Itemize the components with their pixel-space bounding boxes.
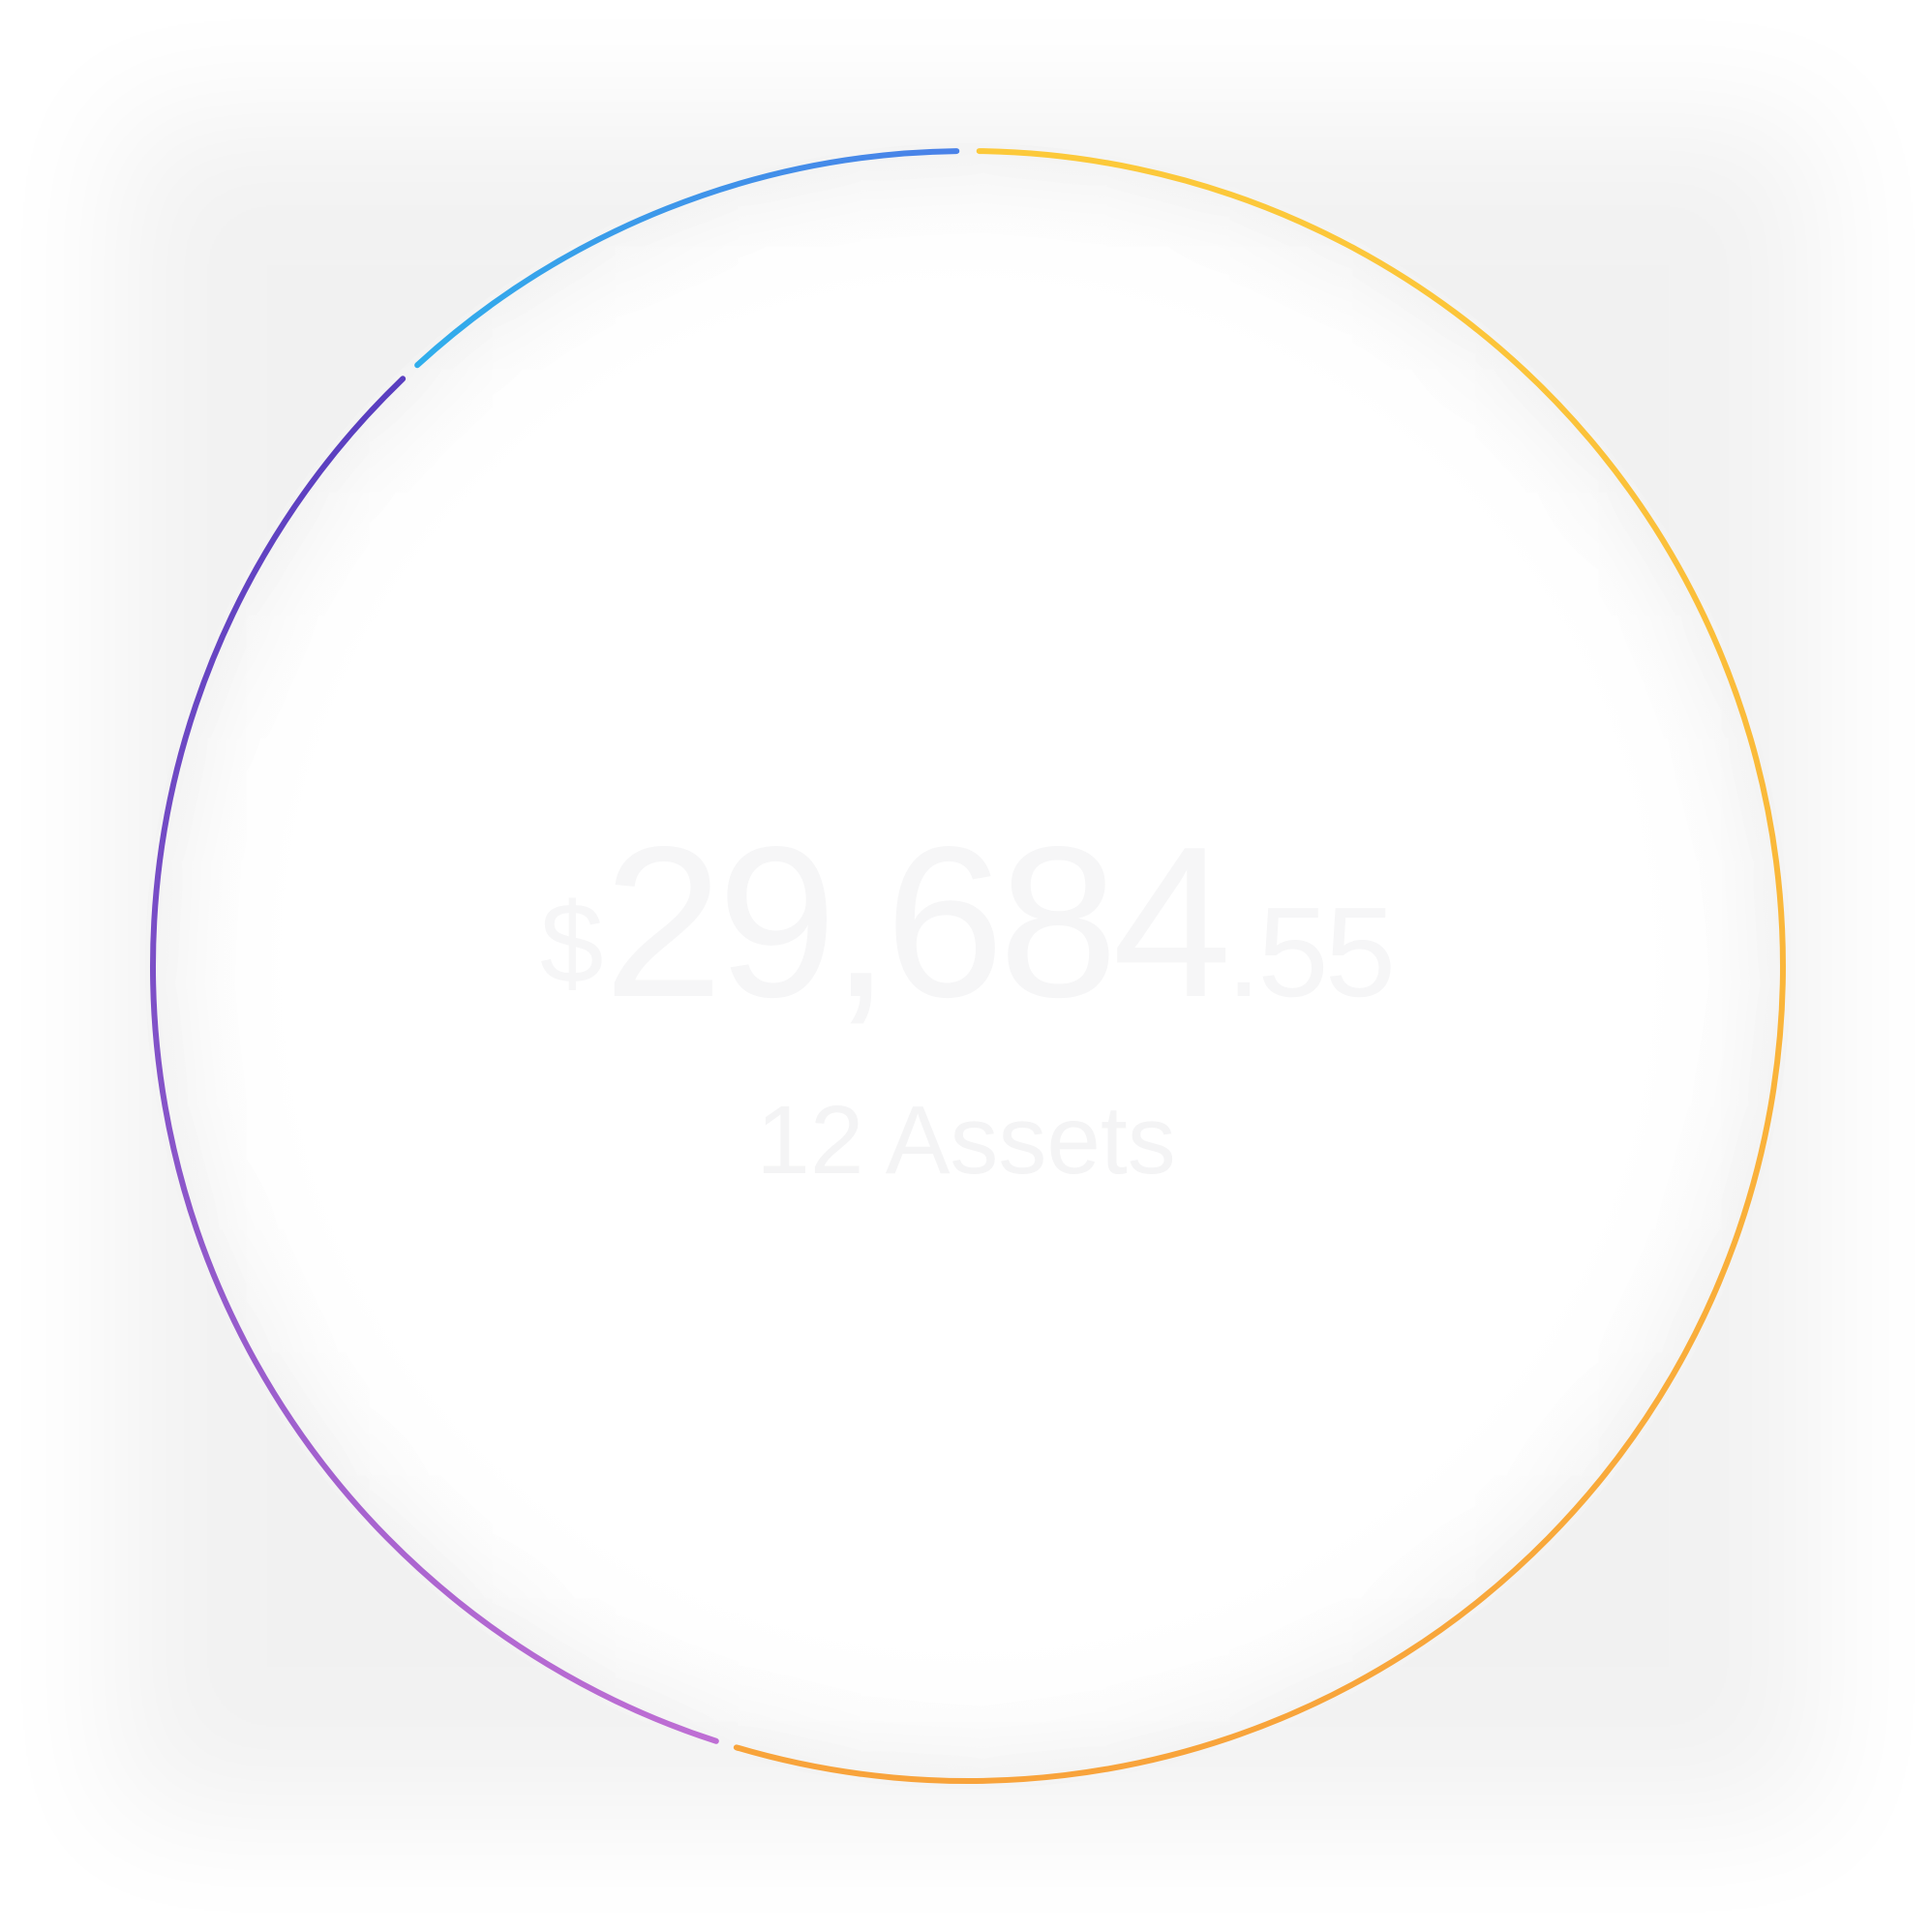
currency-symbol: $ [539,880,604,1008]
ring-disc [145,143,1791,1789]
segment-blue [414,148,960,369]
segment-purple [150,376,719,1744]
segment-orange [733,148,1786,1784]
value-fraction: .55 [1225,881,1396,1023]
value-whole: 29,684 [603,802,1232,1042]
portfolio-total-value: $29,684.55 [0,815,1932,1030]
asset-count: 12 Assets [756,1086,1176,1194]
